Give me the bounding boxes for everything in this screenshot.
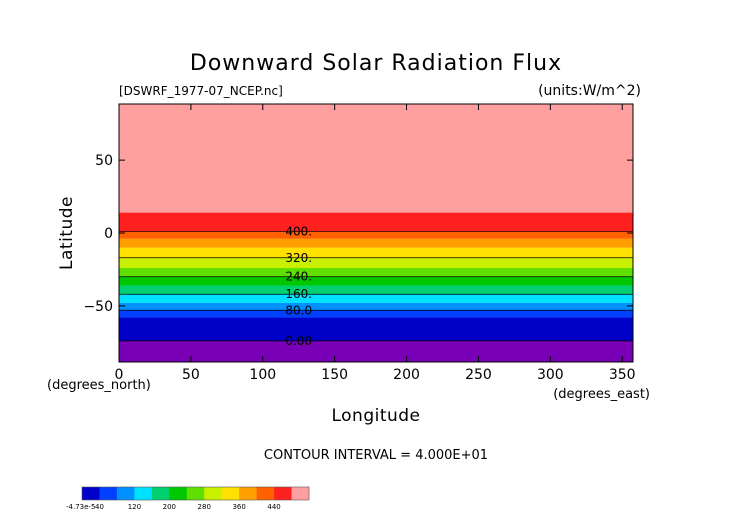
contour-band-5: [119, 285, 633, 295]
dataset-label: [DSWRF_1977-07_NCEP.nc]: [119, 84, 283, 98]
contour-band-11: [119, 231, 633, 239]
x-axis-label: Longitude: [331, 406, 420, 426]
colorbar-tick-label-0: 40: [95, 503, 104, 511]
colorbar-tick-label-1: 120: [128, 503, 141, 511]
contour-band-8: [119, 257, 633, 268]
y-tick-label-0: −50: [83, 299, 113, 315]
colorbar-swatch-4: [151, 487, 170, 500]
contour-band-4: [119, 294, 633, 303]
colorbar-tick-label-3: 280: [198, 503, 211, 511]
colorbar-swatch-10: [256, 487, 275, 500]
colorbar-swatch-2: [116, 487, 135, 500]
x-axis-ticks: 0 50 100 150 200 250 300 350: [115, 104, 636, 383]
colorbar: [82, 487, 310, 500]
x-tick-label-2: 100: [249, 367, 276, 383]
colorbar-swatch-7: [204, 487, 222, 500]
colorbar-frame: [81, 486, 310, 501]
contour-band-10: [119, 238, 633, 248]
colorbar-min-label: -4.73e-5: [66, 503, 95, 511]
colorbar-tick-label-4: 360: [232, 503, 245, 511]
x-tick-label-1: 50: [182, 367, 200, 383]
contour-band-2: [119, 310, 633, 318]
filled-contour-bands: [119, 104, 633, 362]
colorbar-swatch-5: [169, 487, 188, 500]
colorbar-swatch-11: [274, 487, 292, 500]
contour-band-6: [119, 276, 633, 286]
x-tick-label-0: 0: [115, 367, 124, 383]
colorbar-swatch-12: [291, 487, 310, 500]
y-axis-label: Latitude: [57, 196, 77, 270]
colorbar-swatch-8: [221, 487, 240, 500]
contour-band-12: [119, 212, 633, 232]
y-tick-label-1: 0: [104, 226, 113, 242]
contour-label-0: 400.: [285, 225, 312, 239]
colorbar-swatch-3: [134, 487, 153, 500]
colorbar-labels: -4.73e-5 40 120 200 280 360 440: [66, 503, 281, 511]
y-unit-label: (degrees_north): [47, 378, 151, 393]
contour-band-9: [119, 247, 633, 258]
colorbar-swatch-0: [82, 487, 100, 500]
contour-label-2: 240.: [285, 270, 312, 284]
x-tick-label-7: 350: [609, 367, 636, 383]
contour-label-4: 80.0: [285, 303, 312, 317]
y-tick-label-2: 50: [95, 153, 113, 169]
contour-band-3: [119, 302, 633, 311]
contour-band-1: [119, 317, 633, 341]
contour-label-1: 320.: [285, 251, 312, 265]
x-tick-label-6: 300: [537, 367, 564, 383]
colorbar-swatch-1: [99, 487, 118, 500]
contour-band-13: [119, 104, 633, 213]
x-tick-label-4: 200: [393, 367, 420, 383]
contour-label-3: 160.: [285, 287, 312, 301]
contour-lines: 400. 320. 240. 160. 80.0 0.00: [119, 225, 633, 348]
x-unit-label: (degrees_east): [553, 387, 650, 402]
colorbar-tick-label-5: 440: [267, 503, 280, 511]
chart-title: Downward Solar Radiation Flux: [190, 51, 562, 76]
y-axis-ticks: −50 0 50: [83, 153, 633, 315]
x-tick-label-5: 250: [465, 367, 492, 383]
contour-band-7: [119, 267, 633, 277]
contour-interval-label: CONTOUR INTERVAL = 4.000E+01: [264, 448, 488, 463]
colorbar-swatch-9: [239, 487, 257, 500]
colorbar-tick-label-2: 200: [163, 503, 176, 511]
contour-label-5: 0.00: [285, 334, 312, 348]
contour-band-0: [119, 340, 633, 362]
x-tick-label-3: 150: [321, 367, 348, 383]
colorbar-swatch-6: [186, 487, 205, 500]
units-label: (units:W/m^2): [538, 83, 641, 99]
